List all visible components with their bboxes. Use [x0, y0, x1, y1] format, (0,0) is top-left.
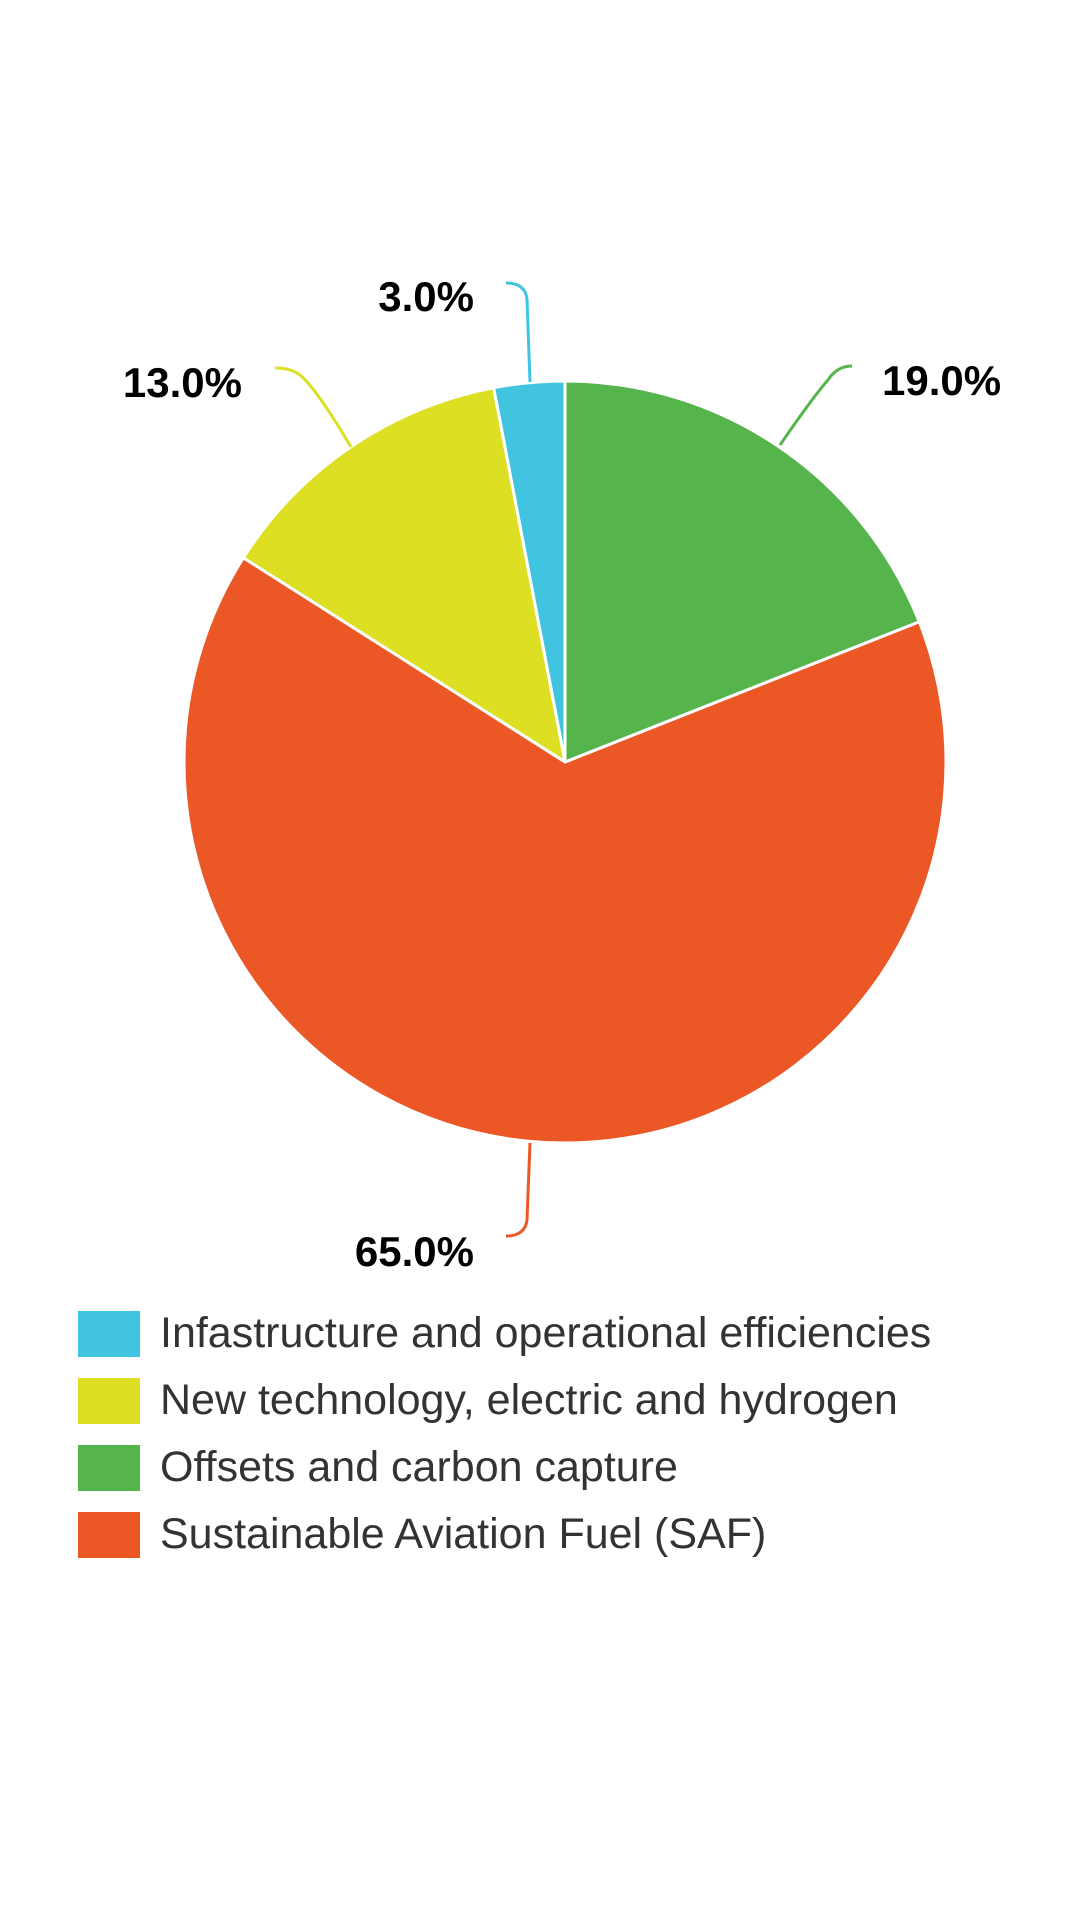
pie-slice[interactable] [563, 379, 921, 764]
leader-line [778, 364, 853, 446]
leader-line [505, 1142, 532, 1238]
leader-lines [274, 281, 853, 1238]
legend-item[interactable]: Offsets and carbon capture [78, 1434, 1038, 1501]
legend-item[interactable]: New technology, electric and hydrogen [78, 1367, 1038, 1434]
legend-label: Infastructure and operational efficienci… [160, 1309, 932, 1357]
legend-label: Sustainable Aviation Fuel (SAF) [160, 1510, 767, 1558]
leader-line [274, 366, 353, 448]
leader-line [505, 281, 532, 383]
legend-swatch [78, 1377, 140, 1424]
pie-slice[interactable] [182, 556, 948, 1145]
data-labels: 3.0% 13.0% 19.0% 65.0% [123, 273, 1001, 1275]
data-label: 3.0% [378, 273, 474, 320]
legend-swatch [78, 1511, 140, 1558]
legend-swatch [78, 1310, 140, 1357]
legend-label: New technology, electric and hydrogen [160, 1376, 898, 1424]
legend: Infastructure and operational efficienci… [78, 1300, 1038, 1568]
legend-item[interactable]: Infastructure and operational efficienci… [78, 1300, 1038, 1367]
pie-slices [182, 379, 948, 1145]
legend-swatch [78, 1444, 140, 1491]
legend-label: Offsets and carbon capture [160, 1443, 678, 1491]
data-label: 65.0% [355, 1228, 474, 1275]
legend-item[interactable]: Sustainable Aviation Fuel (SAF) [78, 1501, 1038, 1568]
data-label: 13.0% [123, 359, 242, 406]
data-label: 19.0% [882, 357, 1001, 404]
